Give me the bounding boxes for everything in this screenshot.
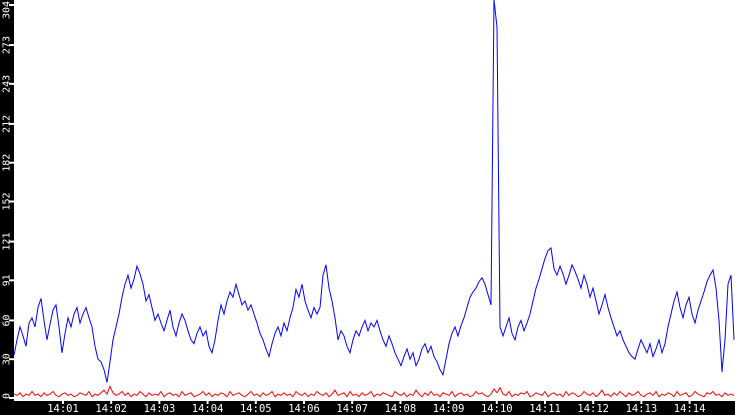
blue-series	[13, 0, 735, 383]
y-axis-labels: 0 30 60 91 121 152 182 212 243 273 304	[2, 1, 13, 399]
y-tick-label: 0	[2, 393, 13, 399]
x-tick-label: 14:14	[674, 403, 706, 415]
x-tick-label: 14:11	[529, 403, 561, 415]
x-tick-label: 14:07	[336, 403, 368, 415]
x-tick-label: 14:02	[95, 403, 127, 415]
x-tick-label: 14:04	[192, 403, 224, 415]
x-tick-label: 14:09	[433, 403, 465, 415]
x-tick-label: 14:08	[385, 403, 417, 415]
y-tick-label: 243	[2, 75, 13, 93]
y-tick-label: 182	[2, 154, 13, 172]
x-axis-labels: 14:01 14:02 14:03 14:04 14:05 14:06 14:07 14:08…	[47, 403, 705, 415]
x-tick-label: 14:06	[288, 403, 320, 415]
y-tick-label: 304	[2, 1, 13, 19]
y-tick-label: 273	[2, 36, 13, 54]
x-tick-label: 14:10	[481, 403, 513, 415]
x-tick-label: 14:05	[240, 403, 272, 415]
x-axis-strip	[0, 401, 735, 415]
x-axis-ticks	[62, 398, 691, 404]
y-tick-label: 152	[2, 192, 13, 210]
y-tick-label: 212	[2, 115, 13, 133]
y-axis-ticks	[9, 3, 15, 399]
x-tick-label: 14:03	[144, 403, 176, 415]
series-lines	[13, 0, 735, 398]
y-tick-label: 91	[2, 274, 13, 286]
y-axis-strip	[0, 0, 14, 415]
y-tick-label: 30	[2, 353, 13, 365]
x-tick-label: 14:01	[47, 403, 79, 415]
y-tick-label: 121	[2, 233, 13, 251]
red-series	[13, 385, 735, 398]
y-tick-label: 60	[2, 314, 13, 326]
x-tick-label: 14:13	[626, 403, 658, 415]
x-tick-label: 14:12	[577, 403, 609, 415]
